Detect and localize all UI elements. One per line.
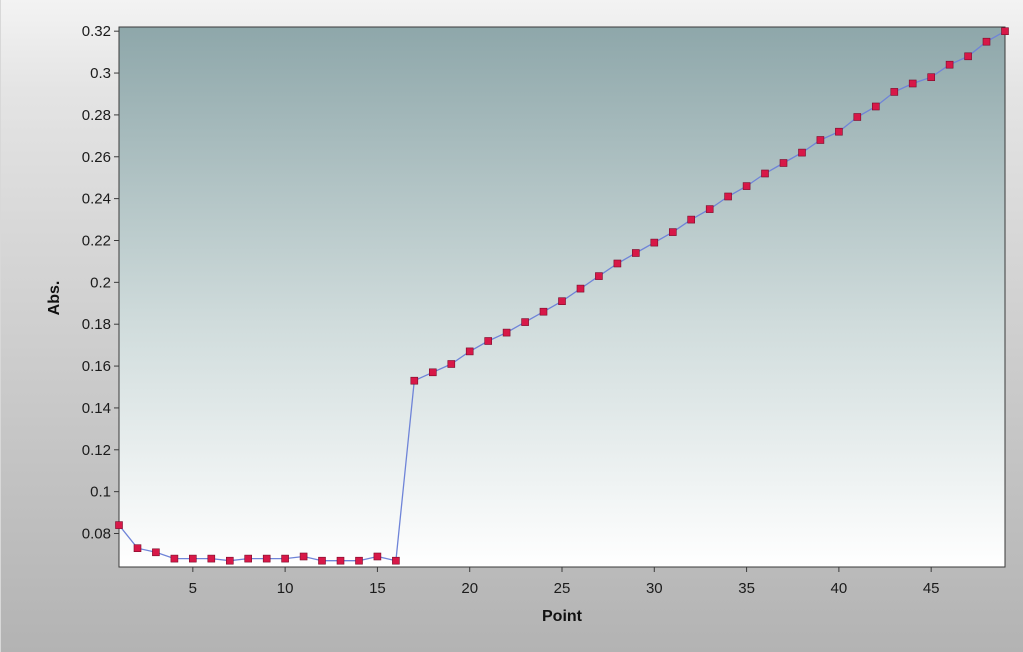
data-point <box>392 556 400 565</box>
x-axis-ticks: 5 10 15 20 25 30 35 40 45 <box>189 567 940 597</box>
y-tick-label: 0.22 <box>82 232 111 249</box>
data-point <box>539 307 548 316</box>
data-point <box>115 521 123 529</box>
data-point <box>982 37 991 46</box>
data-point <box>299 552 308 561</box>
data-point <box>170 554 179 563</box>
data-point <box>613 259 622 268</box>
data-point <box>816 136 825 144</box>
series-layer <box>115 27 1009 565</box>
data-point <box>779 159 788 167</box>
data-point <box>668 228 677 236</box>
data-point <box>964 52 972 61</box>
data-point <box>798 148 806 157</box>
data-point <box>355 556 363 565</box>
data-point <box>890 88 899 96</box>
x-tick-label: 5 <box>189 580 197 597</box>
data-point <box>853 113 862 121</box>
y-tick-label: 0.08 <box>82 526 111 543</box>
x-tick-label: 10 <box>277 580 294 597</box>
y-tick-label: 0.24 <box>82 191 111 208</box>
y-tick-label: 0.12 <box>82 442 111 459</box>
data-point <box>687 215 696 224</box>
data-point <box>336 556 345 565</box>
data-point <box>558 297 566 306</box>
data-point <box>705 205 714 213</box>
y-tick-label: 0.18 <box>82 316 111 333</box>
y-axis-ticks: 0.08 0.1 0.12 0.14 0.16 0.18 0.2 0.22 0.24 0.26 0.… <box>82 23 119 543</box>
data-point <box>908 79 917 88</box>
data-point <box>207 554 216 563</box>
y-tick-label: 0.28 <box>82 107 111 124</box>
data-point <box>761 169 769 178</box>
y-tick-label: 0.14 <box>82 400 111 417</box>
y-tick-label: 0.32 <box>82 23 111 40</box>
data-point <box>631 249 640 257</box>
data-point <box>484 337 493 345</box>
x-tick-label: 25 <box>554 580 571 597</box>
data-point <box>189 554 197 563</box>
y-tick-label: 0.26 <box>82 149 111 166</box>
data-point <box>318 556 326 565</box>
data-point <box>945 60 954 69</box>
x-tick-label: 35 <box>738 580 755 597</box>
data-point <box>576 284 585 293</box>
data-point <box>927 73 936 81</box>
data-point <box>521 318 529 326</box>
data-point <box>244 554 252 563</box>
data-point <box>724 192 732 201</box>
data-point <box>262 554 271 563</box>
y-tick-label: 0.2 <box>90 274 111 291</box>
y-axis-title: Abs. <box>46 281 63 316</box>
data-point <box>650 238 659 247</box>
data-point <box>595 272 603 280</box>
data-point <box>502 328 511 337</box>
data-point <box>1001 27 1009 36</box>
x-tick-label: 40 <box>831 580 848 597</box>
data-point <box>742 182 751 190</box>
data-point <box>465 347 474 356</box>
data-point <box>226 556 234 565</box>
data-point <box>835 127 843 136</box>
y-tick-label: 0.3 <box>90 65 111 82</box>
x-tick-label: 30 <box>646 580 663 597</box>
data-point <box>447 360 456 368</box>
data-point <box>152 548 160 557</box>
data-point <box>410 376 419 385</box>
x-axis-title: Point <box>542 608 583 625</box>
data-point <box>133 544 142 553</box>
x-tick-label: 45 <box>923 580 940 597</box>
x-tick-label: 15 <box>369 580 386 597</box>
x-tick-label: 20 <box>461 580 478 597</box>
data-point <box>428 368 437 377</box>
y-tick-label: 0.1 <box>90 484 111 501</box>
y-tick-label: 0.16 <box>82 358 111 375</box>
data-point <box>373 552 382 561</box>
data-point <box>871 102 880 111</box>
data-point <box>281 554 289 563</box>
